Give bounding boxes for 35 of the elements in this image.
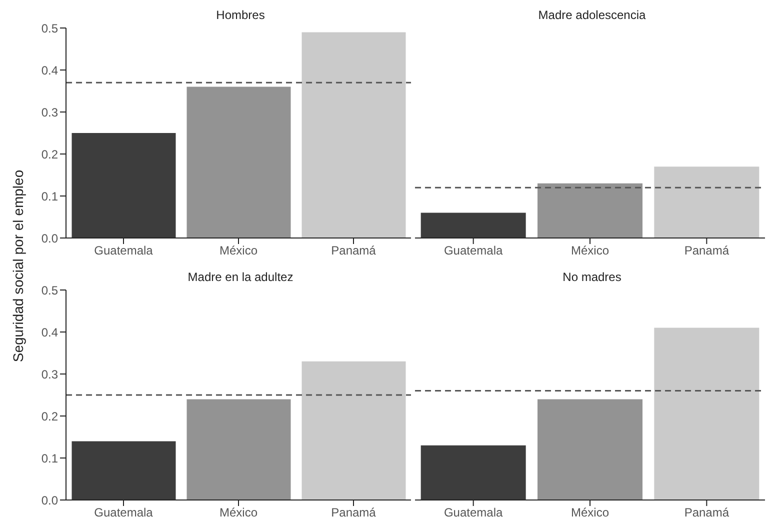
x-tick-label: Guatemala (444, 506, 504, 520)
y-tick-label: 0.4 (41, 325, 58, 340)
bar (186, 86, 291, 238)
y-tick-label: 0.4 (41, 63, 58, 78)
x-tick-label: México (570, 506, 610, 520)
chart-title: Madre en la adultez (188, 270, 294, 284)
bar (186, 399, 291, 500)
y-tick-label: 0.0 (41, 231, 58, 246)
y-tick-label: 0.1 (41, 451, 58, 466)
y-tick-label: 0.5 (41, 283, 58, 298)
x-tick-label: México (570, 244, 610, 258)
chart-title: Madre adolescencia (537, 8, 647, 24)
y-axis-title: Seguridad social por el empleo (10, 168, 26, 364)
x-tick-label: México (219, 244, 258, 258)
x-tick-label: Panamá (331, 506, 376, 520)
x-tick-label: Panamá (684, 506, 730, 520)
y-tick-label: 0.3 (41, 367, 58, 382)
x-tick-label: Panamá (331, 244, 376, 258)
bar (72, 441, 176, 500)
bar (72, 133, 176, 238)
bar (302, 361, 406, 500)
y-tick-label: 0.5 (41, 21, 58, 36)
x-tick-label: México (219, 506, 258, 520)
x-tick-label: Guatemala (94, 244, 154, 258)
chart-title: Hombres (216, 8, 265, 22)
y-tick-label: 0.1 (41, 189, 58, 204)
x-tick-label: Panamá (684, 244, 730, 258)
x-tick-label: Guatemala (444, 244, 504, 258)
x-tick-label: Guatemala (94, 506, 154, 520)
y-tick-label: 0.2 (41, 147, 58, 162)
y-tick-label: 0.0 (41, 493, 58, 508)
bar (302, 32, 406, 238)
y-tick-label: 0.2 (41, 409, 58, 424)
chart-title: No madres (562, 270, 622, 286)
y-tick-label: 0.3 (41, 105, 58, 120)
